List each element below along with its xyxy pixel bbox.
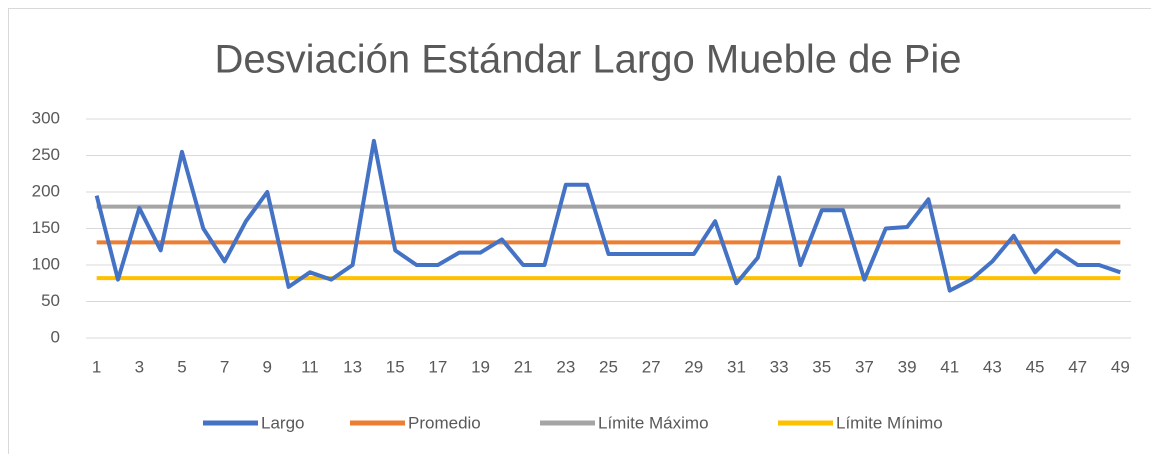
x-tick-label: 25: [599, 357, 618, 376]
x-tick-label: 15: [386, 357, 405, 376]
x-tick-label: 33: [770, 357, 789, 376]
y-tick-label: 250: [32, 145, 60, 164]
legend-label: Límite Máximo: [598, 413, 709, 432]
chart-title: Desviación Estándar Largo Mueble de Pie: [214, 38, 961, 82]
y-tick-label: 300: [32, 108, 60, 127]
x-tick-label: 39: [898, 357, 917, 376]
x-tick-label: 19: [471, 357, 490, 376]
x-tick-label: 47: [1068, 357, 1087, 376]
y-tick-label: 150: [32, 218, 60, 237]
x-tick-label: 23: [556, 357, 575, 376]
x-tick-label: 27: [642, 357, 661, 376]
x-tick-label: 43: [983, 357, 1002, 376]
chart-border: [8, 8, 1151, 454]
legend-label: Promedio: [408, 413, 481, 432]
x-tick-label: 37: [855, 357, 874, 376]
x-tick-label: 1: [92, 357, 101, 376]
x-tick-label: 21: [514, 357, 533, 376]
x-tick-label: 45: [1026, 357, 1045, 376]
x-tick-label: 31: [727, 357, 746, 376]
legend-label: Límite Mínimo: [836, 413, 943, 432]
y-tick-label: 0: [51, 327, 60, 346]
x-tick-label: 11: [301, 357, 319, 376]
series-line: [94, 138, 1121, 293]
x-tick-label: 7: [220, 357, 229, 376]
x-tick-label: 41: [940, 357, 959, 376]
x-tick-label: 5: [177, 357, 186, 376]
x-tick-label: 3: [135, 357, 144, 376]
x-tick-label: 35: [812, 357, 831, 376]
x-tick-label: 17: [428, 357, 447, 376]
x-tick-label: 49: [1111, 357, 1130, 376]
legend-label: Largo: [261, 413, 304, 432]
x-tick-label: 29: [684, 357, 703, 376]
y-tick-label: 100: [32, 254, 60, 273]
x-tick-label: 13: [343, 357, 362, 376]
y-tick-label: 50: [41, 291, 60, 310]
x-tick-label: 9: [263, 357, 272, 376]
y-tick-label: 200: [32, 181, 60, 200]
